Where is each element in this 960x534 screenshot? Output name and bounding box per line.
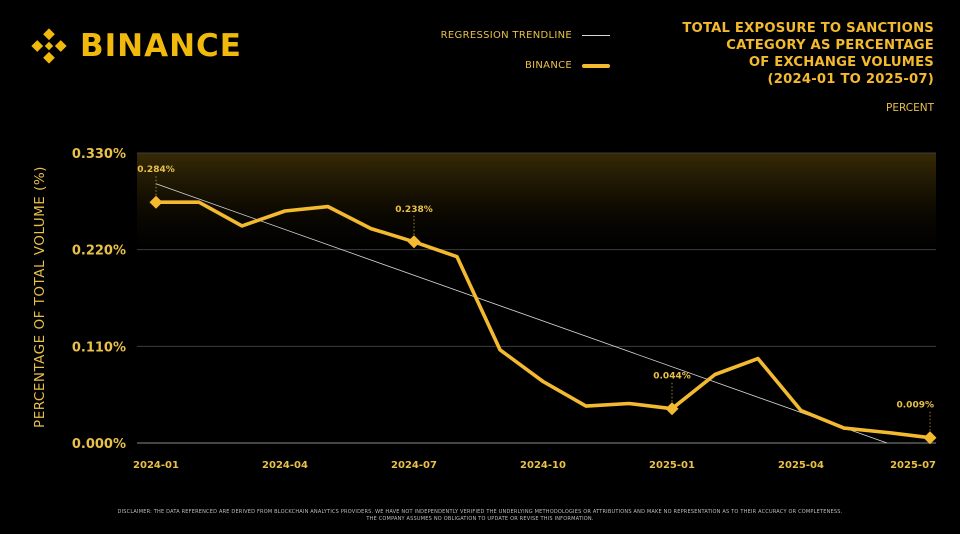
legend-trendline-swatch — [582, 35, 610, 36]
binance-series-line — [154, 200, 932, 440]
data-point-marker — [923, 431, 937, 445]
x-tick-label: 2024-01 — [133, 460, 179, 471]
x-tick-label: 2024-10 — [520, 460, 566, 471]
legend-item-trendline: REGRESSION TRENDLINE — [441, 30, 610, 41]
y-tick-label: 0.220% — [72, 244, 126, 259]
x-tick-label: 2025-07 — [890, 460, 936, 471]
data-label: 0.009% — [897, 401, 935, 411]
disclaimer-line: DISCLAIMER: THE DATA REFERENCED ARE DERI… — [117, 509, 843, 515]
legend-binance-label: BINANCE — [524, 60, 572, 71]
chart-title: TOTAL EXPOSURE TO SANCTIONS CATEGORY AS … — [682, 20, 934, 88]
disclaimer: DISCLAIMER: THE DATA REFERENCED ARE DERI… — [80, 509, 880, 523]
data-label: 0.238% — [395, 205, 433, 215]
unit-label: PERCENT — [886, 102, 934, 114]
data-label: 0.044% — [653, 372, 691, 382]
plot-background-glow — [137, 153, 936, 263]
legend-item-binance: BINANCE — [525, 60, 610, 71]
legend-binance-swatch — [582, 63, 610, 68]
x-tick-label: 2025-01 — [649, 460, 695, 471]
y-tick-label: 0.110% — [72, 340, 126, 355]
disclaimer-line: THE COMPANY ASSUMES NO OBLIGATION TO UPD… — [366, 516, 594, 522]
title-line: TOTAL EXPOSURE TO SANCTIONS — [682, 21, 934, 36]
regression-trendline — [155, 183, 888, 444]
title-line: OF EXCHANGE VOLUMES — [748, 55, 934, 70]
x-tick-label: 2025-04 — [778, 460, 824, 471]
data-label: 0.284% — [137, 165, 175, 175]
brand: BINANCE — [28, 24, 242, 68]
legend-trendline-label: REGRESSION TRENDLINE — [440, 30, 572, 41]
title-line: CATEGORY AS PERCENTAGE — [726, 38, 934, 53]
brand-name: BINANCE — [80, 28, 242, 64]
binance-diamond-logo-icon — [31, 28, 67, 64]
data-point-marker — [665, 402, 679, 416]
x-tick-label: 2024-07 — [391, 460, 437, 471]
x-tick-label: 2024-04 — [262, 460, 308, 471]
title-line: (2024-01 TO 2025-07) — [767, 72, 934, 87]
data-point-marker — [407, 235, 421, 249]
data-point-marker — [149, 195, 163, 209]
y-tick-label: 0.000% — [72, 437, 126, 452]
y-tick-label: 0.330% — [72, 147, 126, 162]
